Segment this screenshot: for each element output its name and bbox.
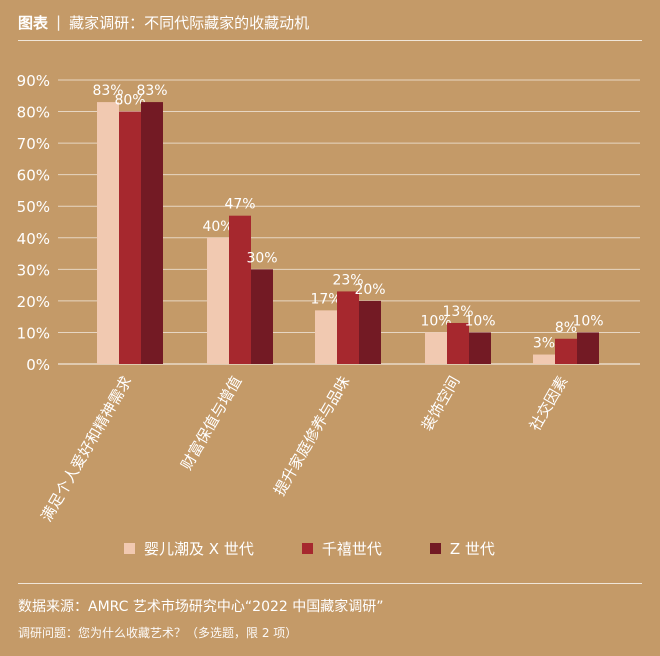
legend-item-millennial: 千禧世代 bbox=[301, 538, 382, 559]
data-label: 10% bbox=[420, 313, 451, 329]
data-label: 47% bbox=[224, 197, 255, 213]
bar bbox=[533, 354, 555, 364]
bar bbox=[229, 215, 251, 364]
legend-swatch bbox=[429, 542, 441, 554]
legend-swatch bbox=[301, 542, 313, 554]
y-tick-label: 70% bbox=[17, 135, 50, 153]
legend-swatch bbox=[124, 542, 135, 554]
header-separator: | bbox=[56, 13, 62, 31]
legend-item-boomer-genx: 婴儿潮及 X 世代 bbox=[124, 538, 254, 559]
x-category-label: 装饰空间 bbox=[418, 373, 464, 434]
legend-label: 婴儿潮及 X 世代 bbox=[144, 539, 254, 558]
y-tick-label: 20% bbox=[17, 293, 50, 311]
bar bbox=[469, 332, 491, 364]
bar bbox=[577, 332, 599, 364]
data-label: 13% bbox=[442, 304, 473, 320]
x-category-label: 提升家庭修养与品味 bbox=[270, 373, 353, 499]
data-label: 83% bbox=[92, 83, 123, 99]
x-category-label: 满足个人爱好和精神需求 bbox=[37, 373, 135, 525]
bar bbox=[119, 111, 141, 364]
legend-item-genz: Z 世代 bbox=[429, 538, 495, 559]
header-divider bbox=[18, 40, 642, 41]
chart-header: 图表 | 藏家调研：不同代际藏家的收藏动机 bbox=[18, 10, 309, 34]
x-category-label: 社交因素 bbox=[526, 373, 572, 434]
data-label: 3% bbox=[533, 336, 555, 352]
data-label: 83% bbox=[136, 83, 167, 99]
footer-divider bbox=[18, 583, 642, 584]
bar bbox=[141, 102, 163, 364]
bar bbox=[555, 338, 577, 364]
data-label: 10% bbox=[572, 313, 603, 329]
data-label: 8% bbox=[555, 320, 577, 336]
data-label: 20% bbox=[354, 282, 385, 298]
y-tick-label: 90% bbox=[17, 72, 50, 90]
data-label: 17% bbox=[310, 291, 341, 307]
data-label: 80% bbox=[114, 93, 145, 109]
legend: 婴儿潮及 X 世代 千禧世代 Z 世代 bbox=[124, 538, 495, 558]
y-tick-label: 60% bbox=[17, 167, 50, 185]
chart-title: 藏家调研：不同代际藏家的收藏动机 bbox=[69, 13, 310, 32]
data-label: 30% bbox=[246, 250, 277, 266]
data-source: 数据来源：AMRC 艺术市场研究中心“2022 中国藏家调研” bbox=[18, 599, 384, 615]
bar bbox=[97, 102, 119, 364]
y-tick-label: 40% bbox=[17, 230, 50, 248]
legend-label: Z 世代 bbox=[449, 539, 495, 558]
bar bbox=[425, 332, 447, 364]
y-tick-label: 10% bbox=[17, 324, 50, 342]
data-label: 40% bbox=[202, 219, 233, 235]
bar bbox=[207, 237, 229, 364]
y-tick-label: 30% bbox=[17, 261, 50, 279]
bar bbox=[337, 291, 359, 364]
bar bbox=[251, 269, 273, 364]
bar-chart: 0%10%20%30%40%50%60%70%80%90%83%80%83%满足… bbox=[17, 72, 640, 525]
y-tick-label: 80% bbox=[17, 104, 50, 122]
legend-label: 千禧世代 bbox=[321, 539, 382, 558]
figure-tag: 图表 bbox=[18, 13, 49, 32]
y-tick-label: 50% bbox=[17, 198, 50, 216]
bar bbox=[359, 300, 381, 364]
data-label: 23% bbox=[332, 272, 363, 288]
x-category-label: 财富保值与增值 bbox=[177, 373, 245, 473]
y-tick-label: 0% bbox=[26, 356, 50, 374]
data-label: 10% bbox=[464, 313, 495, 329]
bar bbox=[447, 322, 469, 364]
bar bbox=[315, 310, 337, 364]
survey-question: 调研问题：您为什么收藏艺术？（多选题，限 2 项） bbox=[18, 626, 298, 640]
